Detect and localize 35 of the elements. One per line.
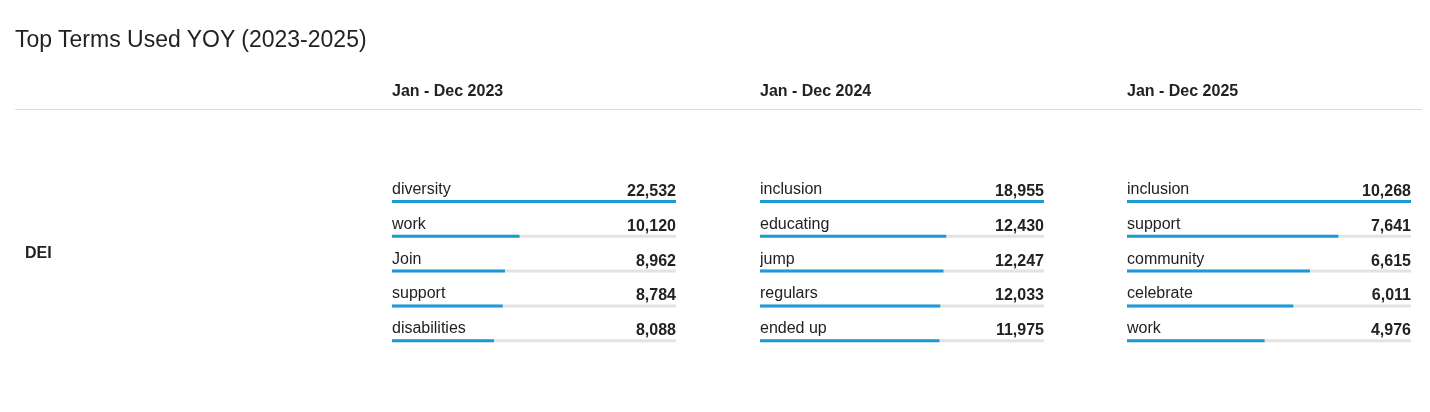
y-tick-label: inclusion (1127, 180, 1190, 197)
data-label: 11,975 (995, 321, 1045, 339)
data-label: 22,532 (627, 182, 677, 199)
text: DEI (25, 244, 52, 262)
y-tick-label: disabilities (392, 319, 466, 337)
data-label: 12,430 (995, 216, 1045, 234)
text: Top Terms Used YOY (2023-2025) (15, 26, 367, 53)
y-tick-label: celebrate (1127, 284, 1193, 302)
y-tick-label: regulars (760, 284, 818, 302)
chart-title: Jan - Dec 2023 (392, 82, 504, 100)
y-tick-label: educating (760, 214, 830, 232)
chart-title: Jan - Dec 2025 (1127, 82, 1239, 100)
y-tick-label: support (1127, 214, 1181, 232)
y-tick-label: inclusion (760, 180, 823, 197)
y-tick-label: Join (392, 249, 422, 267)
data-label: 8,088 (635, 321, 677, 339)
data-label: 12,033 (995, 286, 1045, 304)
y-tick-label: work (391, 214, 427, 232)
y-tick-label: work (1126, 319, 1162, 337)
data-label: 10,268 (1362, 182, 1412, 199)
y-tick-label: diversity (392, 180, 451, 197)
data-label: 7,641 (1370, 216, 1412, 234)
y-tick-label: jump (759, 249, 795, 267)
data-label: 18,955 (995, 182, 1045, 199)
y-tick-label: community (1127, 249, 1205, 267)
data-label: 10,120 (627, 216, 677, 234)
data-label: 4,976 (1370, 321, 1412, 339)
y-tick-label: ended up (760, 319, 827, 337)
data-label: 6,615 (1370, 251, 1412, 269)
data-label: 6,011 (1371, 286, 1412, 304)
y-tick-label: support (392, 284, 446, 302)
data-label: 8,962 (635, 251, 677, 269)
data-label: 8,784 (635, 286, 677, 304)
data-label: 12,247 (995, 251, 1045, 269)
chart-title: Jan - Dec 2024 (760, 82, 872, 100)
